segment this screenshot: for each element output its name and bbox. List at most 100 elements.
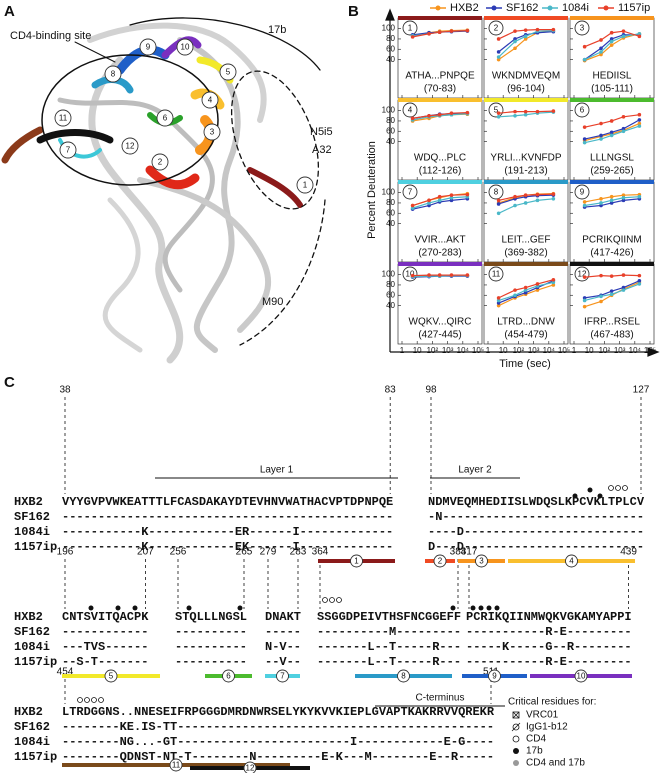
data-point: [410, 35, 415, 39]
y-tick-label: 100: [382, 106, 396, 115]
peptide-range: (270-283): [418, 248, 461, 259]
position-end: 207: [137, 547, 154, 558]
data-point: [637, 34, 642, 39]
sequence: ------------: [62, 625, 148, 639]
data-point: [599, 121, 603, 126]
legend-label: HXB2: [450, 2, 479, 14]
symbol: [513, 748, 519, 754]
strain-name: SF162: [14, 510, 50, 524]
position-start: 454: [57, 667, 74, 678]
y-tick-label: 100: [382, 24, 396, 33]
x-tick-label: 10⁴: [629, 346, 642, 355]
sequence: --------KE.IS-TT------------------------…: [62, 720, 494, 734]
data-point: [496, 37, 501, 41]
peptide-name: YRLI...KVNFDP: [490, 153, 561, 164]
data-point: [609, 292, 614, 297]
data-point: [535, 109, 540, 114]
data-point: [449, 111, 454, 115]
region-badge: [222, 669, 235, 683]
region-badge: [488, 184, 504, 200]
layer-label: Layer 1: [260, 465, 294, 476]
region-bar: [398, 16, 482, 20]
data-point: [637, 194, 642, 199]
data-point: [582, 203, 587, 208]
data-point: [437, 198, 442, 203]
data-point: [410, 273, 415, 278]
region-badge: [574, 184, 590, 200]
strain-name: 1157ip: [14, 540, 57, 554]
panel-label: C: [4, 374, 15, 391]
region-badge: [475, 554, 488, 568]
data-point: [513, 39, 517, 44]
position-start: 417: [461, 547, 478, 558]
x-tick-label: 1: [572, 346, 577, 355]
region-badge: [169, 758, 183, 772]
data-point: [582, 200, 587, 204]
sequence: N-V--: [265, 640, 301, 654]
data-point: [535, 198, 540, 203]
data-point: [523, 34, 528, 39]
peptide-range: (369-382): [504, 248, 547, 259]
position-end: 127: [633, 385, 650, 396]
data-point: [449, 273, 454, 277]
peptide-range: (454-479): [504, 330, 547, 341]
data-point: [523, 109, 528, 114]
region-number: 3: [479, 557, 484, 566]
data-point: [535, 282, 540, 286]
strain-name: HXB2: [14, 495, 43, 509]
peptide-name: WQKV...QIRC: [409, 317, 472, 328]
region-number: 12: [578, 270, 587, 279]
region-badge: [574, 102, 590, 118]
region-number: 1: [354, 557, 359, 566]
data-point: [582, 304, 587, 309]
strain-name: SF162: [14, 625, 50, 639]
data-point: [599, 197, 603, 201]
sequence: -----------K------------EK------I-------…: [62, 540, 393, 554]
data-point: [621, 129, 626, 134]
data-point: [599, 273, 603, 278]
symbol: [512, 711, 520, 719]
data-point: [599, 133, 603, 138]
region-badge: [488, 20, 504, 36]
sequence: ----------: [175, 655, 247, 669]
sequence: --S-T-------: [62, 655, 148, 669]
symbol: [512, 723, 520, 731]
y-tick-label: 40: [386, 301, 395, 310]
y-tick-label: 80: [386, 280, 395, 289]
data-point: [637, 31, 642, 36]
legend-marker: [491, 5, 497, 11]
panel-label: A: [4, 3, 15, 20]
y-tick-label: 100: [382, 270, 396, 279]
region-badge: [201, 91, 219, 109]
x-tick-label: 10: [413, 346, 422, 355]
sequence: NDMVEQMHEDIISLWDQSLKPCVKLTPLCV: [428, 495, 645, 509]
sequence: CNTSVITQACPK: [62, 610, 149, 624]
region-badge: [296, 176, 314, 194]
data-point: [496, 115, 501, 119]
data-point: [523, 193, 528, 197]
data-point: [496, 57, 501, 62]
data-point: [637, 124, 642, 128]
region-badge: [203, 123, 221, 141]
data-point: [637, 112, 642, 117]
data-point: [449, 198, 454, 203]
x-tick-label: 10²: [599, 346, 611, 355]
peptide-range: (417-426): [590, 248, 633, 259]
data-point: [637, 273, 642, 278]
data-point: [513, 293, 517, 298]
region-number: 8: [494, 188, 499, 197]
strain-name: 1157ip: [14, 750, 57, 764]
data-point: [599, 52, 603, 57]
sequence: LTRDGGNS..NNESEIFRPGGGDMRDNWRSELYKYKVVKI…: [62, 705, 495, 719]
region-bar: [570, 16, 654, 20]
data-point: [523, 201, 528, 205]
region-badge: [219, 63, 237, 81]
y-tick-label: 60: [386, 290, 395, 299]
data-point: [523, 28, 528, 32]
region-number: 11: [172, 761, 181, 770]
region-number: 7: [408, 188, 413, 197]
region-badge: [276, 669, 289, 683]
data-point: [551, 109, 556, 113]
symbol: [512, 735, 520, 743]
position-start: 256: [170, 547, 187, 558]
